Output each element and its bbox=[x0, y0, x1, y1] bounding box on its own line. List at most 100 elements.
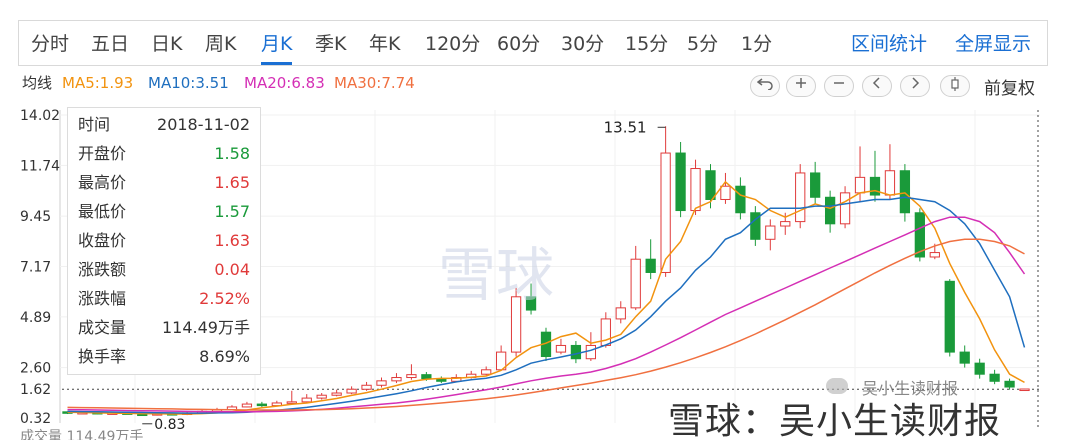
candle-body bbox=[989, 373, 1000, 382]
adjust-mode-select[interactable]: 前复权 bbox=[984, 79, 1035, 99]
fullscreen-link[interactable]: 全屏显示 bbox=[955, 33, 1032, 55]
candle-info-panel: 时间 2018-11-02 开盘价 1.58 最高价 1.65 最低价 1.57 收盘价 1.63… bbox=[67, 107, 261, 375]
tab-7[interactable]: 120分 bbox=[425, 33, 481, 55]
ma-line-ma10 bbox=[67, 196, 1026, 414]
info-value: 114.49万手 bbox=[162, 318, 250, 337]
info-key: 时间 bbox=[78, 115, 111, 134]
candle-body bbox=[376, 380, 387, 386]
tab-6[interactable]: 年K bbox=[369, 33, 401, 55]
candle-body bbox=[914, 212, 925, 258]
info-row: 收盘价 1.63 bbox=[78, 227, 250, 255]
pan-right-button[interactable] bbox=[900, 75, 930, 97]
info-value: 1.63 bbox=[214, 231, 250, 250]
info-row: 换手率 8.69% bbox=[78, 343, 250, 371]
candle-body bbox=[361, 384, 372, 390]
candle-body bbox=[241, 403, 253, 408]
tab-4[interactable]: 月K bbox=[261, 21, 293, 65]
candle-body bbox=[615, 307, 626, 320]
candle-body bbox=[510, 296, 522, 353]
tab-9[interactable]: 30分 bbox=[561, 33, 605, 55]
tab-10[interactable]: 15分 bbox=[625, 33, 669, 55]
tab-0[interactable]: 分时 bbox=[31, 33, 70, 55]
info-row: 最高价 1.65 bbox=[78, 169, 250, 197]
tab-1[interactable]: 五日 bbox=[91, 33, 130, 55]
candle-body bbox=[256, 403, 268, 407]
candle-icon bbox=[951, 77, 959, 91]
y-tick-label: 1.62 bbox=[20, 382, 51, 398]
candle-body bbox=[1004, 380, 1015, 388]
candle-body bbox=[1019, 388, 1030, 392]
candle-body bbox=[974, 362, 985, 375]
candle-body bbox=[570, 344, 582, 360]
tab-11[interactable]: 5分 bbox=[687, 33, 719, 55]
info-row: 开盘价 1.58 bbox=[78, 140, 250, 168]
candle-body bbox=[421, 374, 432, 380]
info-value: 2018-11-02 bbox=[157, 115, 250, 134]
info-key: 涨跌额 bbox=[78, 260, 127, 279]
candle-body bbox=[630, 258, 641, 309]
y-tick-label: 7.17 bbox=[20, 260, 51, 276]
info-key: 换手率 bbox=[78, 347, 127, 366]
candle-body bbox=[810, 172, 821, 198]
minus-icon bbox=[834, 82, 844, 84]
zoom-in-button[interactable] bbox=[786, 75, 816, 97]
info-value: 8.69% bbox=[199, 347, 250, 366]
candle-body bbox=[735, 185, 746, 214]
plus-icon bbox=[796, 78, 806, 88]
info-row: 时间 2018-11-02 bbox=[78, 111, 250, 139]
info-key: 成交量 bbox=[78, 318, 127, 337]
candle-body bbox=[585, 344, 596, 360]
candle-body bbox=[705, 170, 716, 200]
info-key: 最高价 bbox=[78, 173, 127, 192]
info-row: 最低价 1.57 bbox=[78, 198, 250, 226]
volume-footer-label: 成交量 114.49万手 bbox=[20, 429, 144, 440]
info-row: 成交量 114.49万手 bbox=[78, 314, 250, 342]
ma-line-ma30 bbox=[67, 238, 1025, 411]
candle-body bbox=[780, 221, 791, 227]
info-value: 1.58 bbox=[214, 144, 250, 163]
tab-12[interactable]: 1分 bbox=[741, 33, 773, 55]
interval-stats-link[interactable]: 区间统计 bbox=[851, 33, 928, 55]
candle-body bbox=[316, 394, 327, 399]
candle-body bbox=[899, 170, 911, 214]
candle-body bbox=[391, 377, 402, 382]
tab-5[interactable]: 季K bbox=[315, 33, 347, 55]
ma-label: 均线 bbox=[22, 74, 53, 92]
undo-button[interactable] bbox=[750, 75, 780, 97]
zoom-out-button[interactable] bbox=[824, 75, 854, 97]
ma5-value: MA5:1.93 bbox=[62, 74, 134, 92]
high-marker-label: 13.51 bbox=[604, 118, 647, 136]
info-key: 涨跌幅 bbox=[78, 289, 127, 308]
candle-body bbox=[555, 344, 567, 353]
y-tick-label: 4.89 bbox=[20, 310, 51, 326]
candle-body bbox=[839, 192, 851, 225]
candle-body bbox=[645, 258, 656, 273]
y-tick-label: 11.74 bbox=[20, 158, 60, 174]
info-key: 开盘价 bbox=[78, 144, 127, 163]
candle-body bbox=[720, 185, 731, 200]
chart-type-button[interactable] bbox=[940, 75, 970, 97]
xueqiu-watermark-bottom: 雪球：吴小生读财报 bbox=[668, 401, 1002, 442]
ma20-value: MA20:6.83 bbox=[244, 74, 325, 92]
y-tick-label: 0.32 bbox=[20, 411, 51, 427]
y-tick-label: 2.60 bbox=[20, 361, 51, 377]
pan-left-button[interactable] bbox=[862, 75, 892, 97]
tab-3[interactable]: 周K bbox=[205, 33, 237, 55]
tab-2[interactable]: 日K bbox=[151, 33, 183, 55]
candle-body bbox=[854, 176, 866, 194]
candle-body bbox=[765, 225, 776, 240]
tab-8[interactable]: 60分 bbox=[497, 33, 541, 55]
candle-body bbox=[660, 152, 671, 273]
info-value: 1.65 bbox=[214, 173, 250, 192]
candle-body bbox=[675, 152, 686, 212]
info-value: 2.52% bbox=[199, 289, 250, 308]
candle-body bbox=[301, 397, 312, 403]
info-row: 涨跌额 0.04 bbox=[78, 256, 250, 284]
undo-icon bbox=[756, 78, 773, 91]
candle-body bbox=[406, 374, 417, 379]
wechat-badge-icon bbox=[826, 378, 848, 394]
xueqiu-watermark-center: 雪球 bbox=[438, 241, 555, 309]
info-key: 最低价 bbox=[78, 202, 127, 221]
info-value: 0.04 bbox=[214, 260, 250, 279]
y-tick-label: 14.02 bbox=[20, 108, 60, 124]
